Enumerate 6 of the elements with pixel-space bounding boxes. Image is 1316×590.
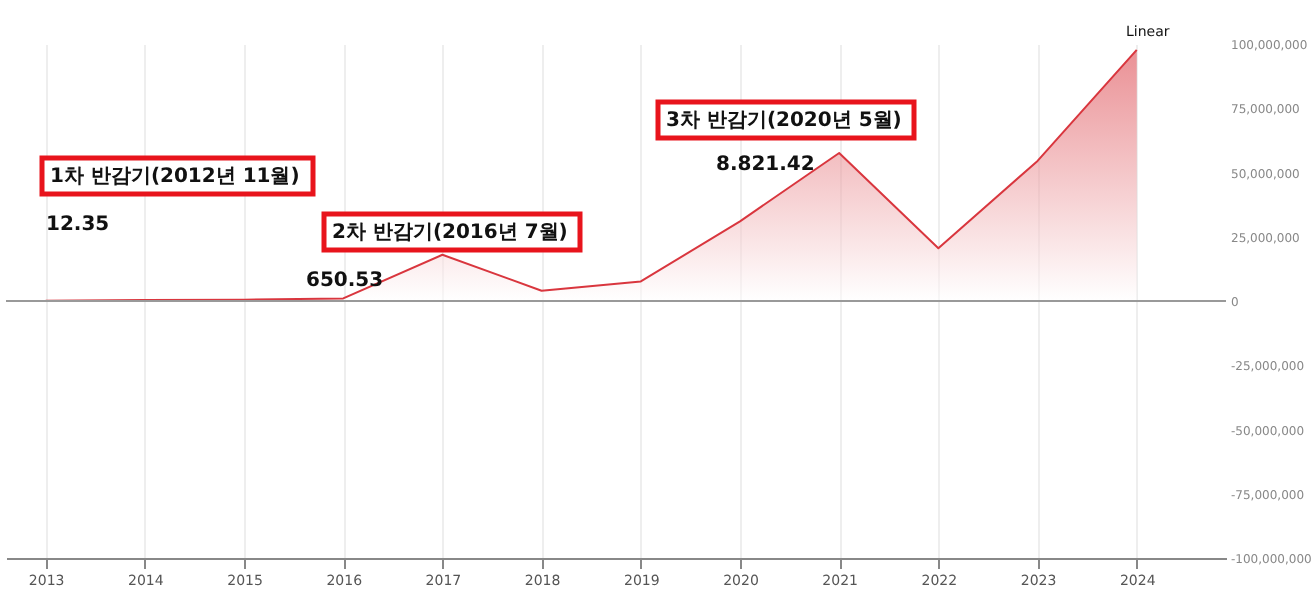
annotation: 12.35 xyxy=(46,214,110,236)
annotation: 8.821.42 xyxy=(716,154,815,176)
annotation: 3차 반감기(2020년 5월) xyxy=(666,110,902,132)
annotation: 2차 반감기(2016년 7월) xyxy=(332,222,568,244)
annotation: 1차 반감기(2012년 11월) xyxy=(50,166,300,188)
annotation: 650.53 xyxy=(306,270,384,292)
